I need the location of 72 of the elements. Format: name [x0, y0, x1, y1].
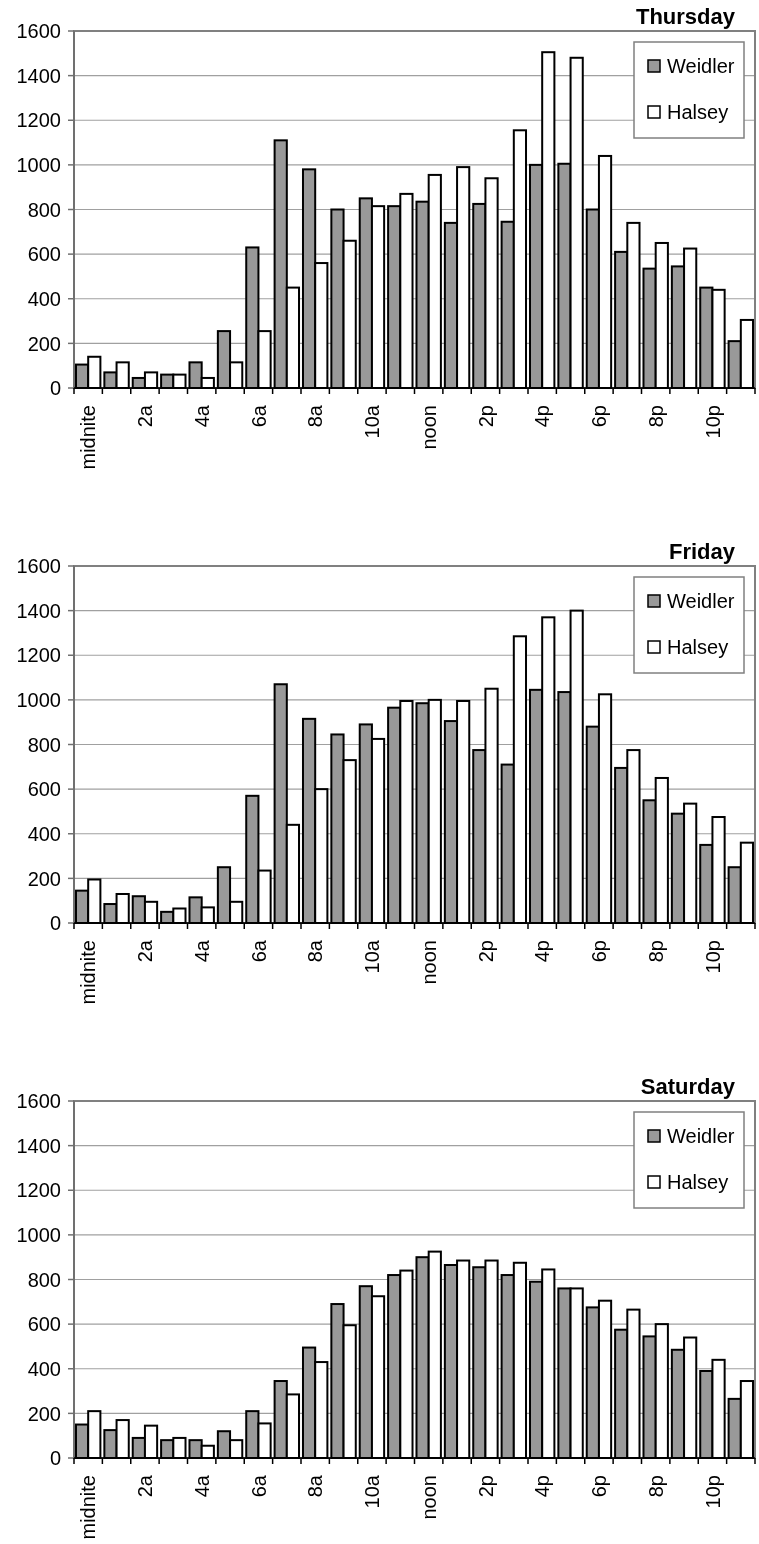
y-tick-label: 1400 — [16, 599, 61, 622]
x-tick-label: 6p — [588, 940, 611, 963]
x-tick-label: 2p — [474, 940, 497, 963]
chart-title: Friday — [668, 539, 736, 564]
y-tick-label: 400 — [27, 1357, 61, 1380]
y-tick-label: 1000 — [16, 154, 61, 177]
x-tick-label: 2p — [474, 405, 497, 428]
x-tick-label: 4p — [531, 940, 554, 963]
y-tick-label: 800 — [27, 1268, 61, 1291]
legend-label: Weidler — [667, 1125, 735, 1147]
x-tick-label: noon — [417, 940, 440, 985]
x-tick-label: 8p — [644, 1475, 667, 1498]
y-tick-label: 0 — [49, 912, 61, 935]
x-tick-label: 10a — [361, 1474, 384, 1509]
y-tick-label: 1200 — [16, 109, 61, 132]
y-tick-label: 1200 — [16, 1179, 61, 1202]
y-tick-label: 800 — [27, 733, 61, 756]
y-tick-label: 1400 — [16, 64, 61, 87]
legend-label: Halsey — [667, 636, 729, 658]
x-tick-label: 4p — [531, 405, 554, 428]
legend-label: Weidler — [667, 590, 735, 612]
x-tick-label: 8a — [304, 939, 327, 963]
y-tick-label: 400 — [27, 287, 61, 310]
x-tick-label: 6a — [247, 939, 270, 963]
y-tick-label: 1600 — [16, 20, 61, 43]
x-tick-label: 6p — [588, 405, 611, 428]
x-tick-label: 2a — [134, 404, 157, 428]
x-tick-label: midnite — [77, 405, 100, 470]
x-tick-label: 10p — [701, 940, 724, 974]
x-tick-label: 4a — [190, 1474, 213, 1498]
x-tick-label: 4a — [190, 404, 213, 428]
y-tick-label: 1600 — [16, 555, 61, 578]
x-tick-label: 4a — [190, 939, 213, 963]
y-tick-label: 600 — [27, 243, 61, 266]
x-tick-label: 8a — [304, 1474, 327, 1498]
x-tick-label: 8p — [644, 405, 667, 428]
y-tick-label: 1200 — [16, 644, 61, 667]
y-tick-label: 800 — [27, 198, 61, 221]
y-tick-label: 0 — [49, 1447, 61, 1470]
y-tick-label: 1400 — [16, 1134, 61, 1157]
y-tick-label: 200 — [27, 1402, 61, 1425]
y-tick-label: 0 — [49, 377, 61, 400]
x-tick-label: 6a — [247, 404, 270, 428]
x-tick-label: 8a — [304, 404, 327, 428]
y-tick-label: 1000 — [16, 1224, 61, 1247]
x-tick-label: 4p — [531, 1475, 554, 1498]
x-tick-label: 10a — [361, 404, 384, 439]
x-tick-label: 8p — [644, 940, 667, 963]
x-tick-label: noon — [417, 1475, 440, 1520]
x-tick-label: 10p — [701, 405, 724, 439]
x-tick-label: 2a — [134, 939, 157, 963]
x-tick-label: 6p — [588, 1475, 611, 1498]
x-tick-label: midnite — [77, 1475, 100, 1540]
x-tick-label: noon — [417, 405, 440, 450]
y-tick-label: 200 — [27, 867, 61, 890]
chart-title: Thursday — [635, 4, 736, 29]
y-tick-label: 400 — [27, 822, 61, 845]
y-tick-label: 200 — [27, 332, 61, 355]
x-tick-label: midnite — [77, 940, 100, 1005]
x-tick-label: 6a — [247, 1474, 270, 1498]
y-tick-label: 600 — [27, 1313, 61, 1336]
x-tick-label: 2a — [134, 1474, 157, 1498]
x-tick-label: 10p — [701, 1475, 724, 1509]
legend-label: Halsey — [667, 1171, 729, 1193]
chart-title: Saturday — [640, 1074, 736, 1099]
y-tick-label: 600 — [27, 778, 61, 801]
y-tick-label: 1600 — [16, 1090, 61, 1113]
x-tick-label: 10a — [361, 939, 384, 974]
legend-label: Weidler — [667, 55, 735, 77]
legend-label: Halsey — [667, 101, 729, 123]
x-tick-label: 2p — [474, 1475, 497, 1498]
y-tick-label: 1000 — [16, 689, 61, 712]
